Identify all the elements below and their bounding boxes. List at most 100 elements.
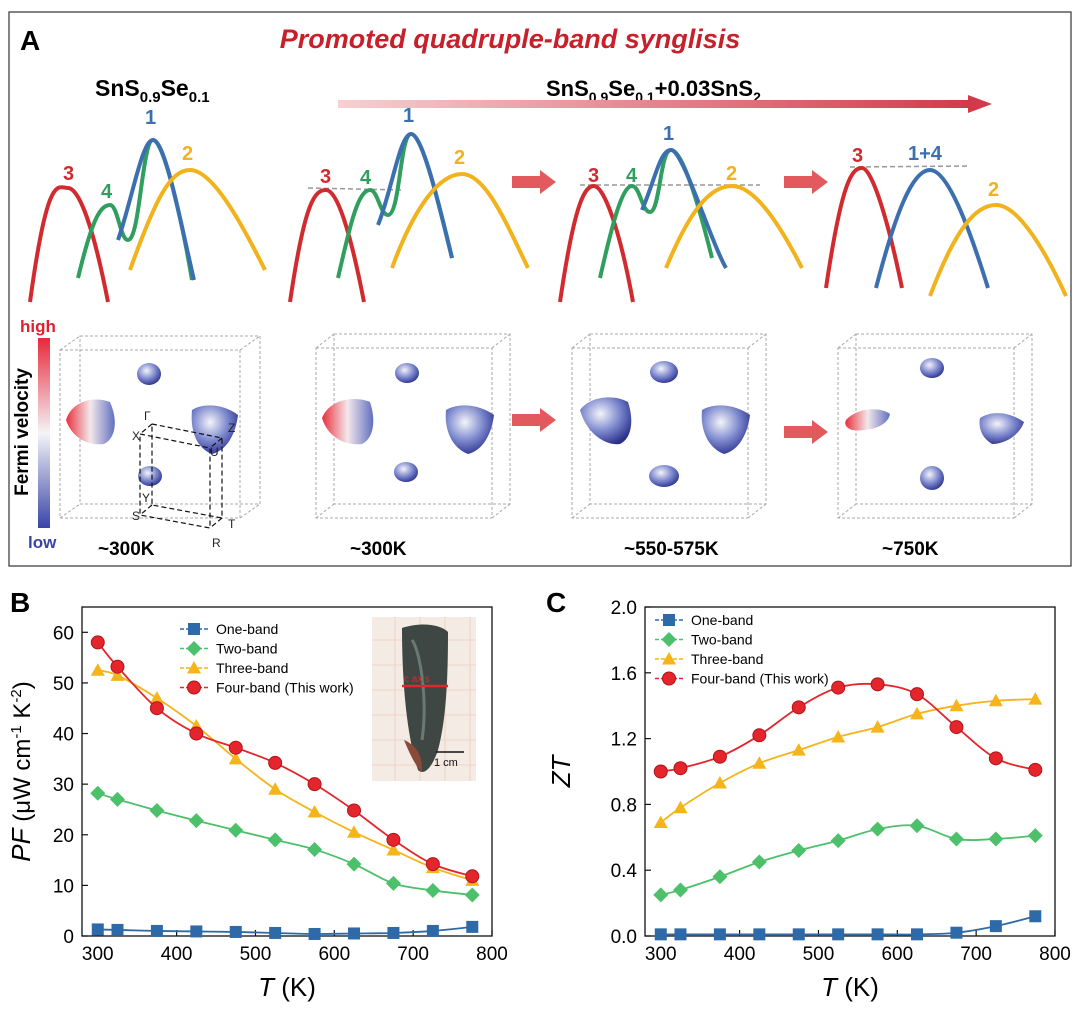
data-point-circle — [347, 803, 362, 818]
bz-r: R — [212, 536, 221, 550]
data-point-square — [150, 924, 163, 937]
panel-b-letter: B — [10, 587, 30, 618]
data-point-triangle — [988, 693, 1003, 707]
data-point-circle — [791, 700, 806, 715]
step-arrow-2 — [784, 170, 828, 194]
bz-y: Y — [142, 491, 150, 505]
data-point-diamond — [346, 856, 362, 872]
data-point-square — [832, 928, 845, 941]
data-point-circle — [870, 677, 885, 692]
step-arrow-1 — [512, 170, 556, 194]
y-axis-label: PF (μW cm-1 K-2) — [6, 681, 36, 861]
y-tick-label: 20 — [53, 826, 74, 847]
data-point-circle — [712, 749, 727, 764]
x-tick-label: 600 — [318, 944, 350, 965]
data-point-circle — [268, 755, 283, 770]
legend-marker-diamond — [186, 641, 202, 656]
data-point-diamond — [751, 854, 767, 870]
data-point-diamond — [267, 832, 283, 848]
legend-label: One-band — [691, 612, 753, 628]
legend-marker-square — [663, 614, 675, 626]
legend-marker-triangle — [662, 652, 676, 665]
data-point-diamond — [188, 813, 204, 829]
data-point-circle — [149, 701, 164, 716]
data-point-triangle — [1028, 692, 1043, 705]
band-diagram-1: 3 4 1 2 — [28, 107, 267, 303]
data-point-triangle — [910, 706, 925, 720]
y-axis-label: ZT — [546, 754, 576, 789]
band-label-2d: 2 — [988, 179, 999, 201]
formula-left: SnS0.9Se0.1 — [95, 75, 210, 106]
data-point-diamond — [988, 831, 1004, 847]
legend-label: Four-band (This work) — [216, 680, 354, 696]
data-point-triangle — [870, 720, 885, 733]
data-point-triangle — [653, 815, 668, 828]
y-tick-label: 0.4 — [611, 861, 638, 882]
legend-marker-triangle — [187, 661, 201, 674]
panel-a: A Promoted quadruple-band synglisis SnS0… — [8, 11, 1072, 567]
band-label-4c: 4 — [626, 165, 638, 187]
y-tick-label: 2.0 — [611, 598, 637, 619]
data-point-square — [1029, 910, 1042, 923]
data-point-triangle — [712, 776, 727, 789]
data-point-triangle — [386, 842, 401, 856]
data-point-circle — [465, 869, 480, 884]
temp-label-4: ~750K — [882, 539, 939, 560]
legend-label: Two-band — [216, 641, 277, 657]
data-point-square — [111, 923, 124, 936]
data-point-circle — [1028, 762, 1043, 777]
data-point-square — [753, 928, 766, 941]
band-diagram-4: 3 1+4 2 — [824, 143, 1068, 297]
band-label-4b: 4 — [360, 167, 372, 189]
temp-label-3: ~550-575K — [624, 539, 719, 560]
step-arrow-3 — [512, 408, 556, 432]
band-label-3c: 3 — [588, 165, 599, 187]
data-point-triangle — [228, 751, 243, 765]
y-tick-label: 60 — [53, 623, 74, 644]
band-diagram-3: 3 4 1 2 — [558, 123, 804, 303]
colorbar-label: Fermi velocity — [12, 368, 33, 496]
data-point-diamond — [149, 802, 165, 818]
data-point-triangle — [752, 756, 767, 769]
data-point-square — [674, 928, 687, 941]
temp-label-1: ~300K — [98, 539, 155, 560]
data-point-triangle — [268, 782, 283, 795]
data-point-diamond — [385, 875, 401, 891]
y-tick-label: 0.8 — [611, 795, 637, 816]
data-point-diamond — [948, 831, 964, 847]
data-point-diamond — [830, 833, 846, 849]
y-tick-label: 10 — [53, 876, 74, 897]
data-point-diamond — [909, 818, 925, 834]
step-arrow-4 — [784, 420, 828, 444]
y-tick-label: 50 — [53, 674, 74, 695]
data-point-circle — [425, 857, 440, 872]
x-tick-label: 500 — [803, 944, 835, 965]
data-point-diamond — [1027, 828, 1043, 844]
band-label-3d: 3 — [852, 145, 863, 167]
band-label-2: 2 — [182, 143, 193, 165]
band-label-14: 1+4 — [908, 143, 943, 165]
fermi-surface-2: ~300K — [315, 333, 511, 560]
legend-marker-circle — [662, 671, 676, 686]
data-point-circle — [673, 761, 688, 776]
colorbar-high: high — [20, 317, 56, 336]
bz-u: U — [210, 445, 219, 459]
inset-scale: 1 cm — [434, 757, 458, 769]
x-tick-label: 500 — [240, 944, 272, 965]
data-point-square — [308, 927, 321, 940]
legend-label: Three-band — [691, 651, 763, 667]
plot-frame — [81, 606, 493, 937]
data-point-square — [387, 926, 400, 939]
data-point-circle — [831, 680, 846, 695]
band-label-3b: 3 — [320, 166, 331, 188]
plot-frame — [644, 606, 1056, 937]
x-tick-label: 300 — [645, 944, 677, 965]
data-point-square — [911, 928, 924, 941]
y-tick-label: 1.2 — [611, 730, 637, 751]
x-tick-label: 700 — [960, 944, 992, 965]
x-tick-label: 700 — [397, 944, 429, 965]
panel-c-letter: C — [546, 587, 566, 618]
x-tick-label: 800 — [1039, 944, 1071, 965]
data-point-triangle — [673, 800, 688, 814]
